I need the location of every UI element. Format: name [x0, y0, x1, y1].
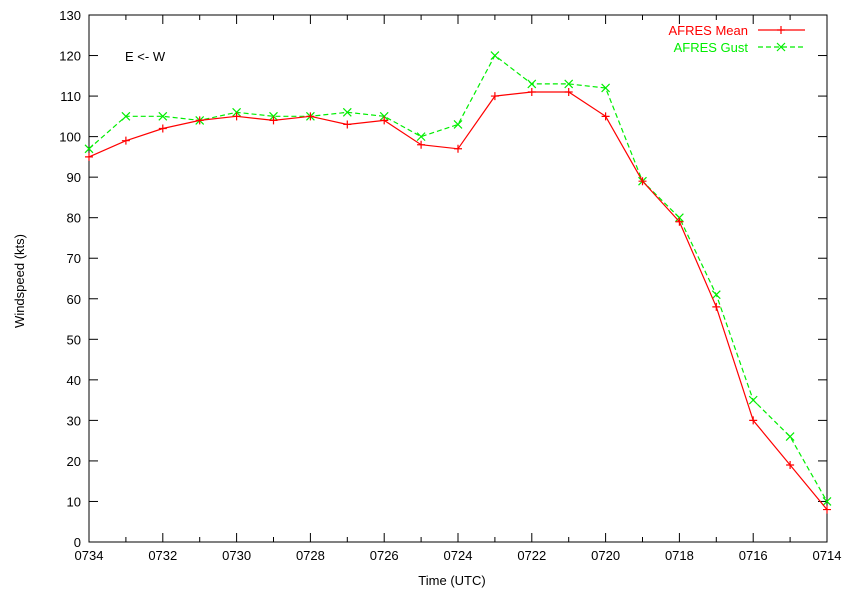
x-tick-label: 0730	[222, 548, 251, 563]
y-tick-label: 10	[67, 494, 81, 509]
x-tick-label: 0714	[813, 548, 842, 563]
legend-label: AFRES Gust	[674, 40, 749, 55]
data-point	[269, 116, 278, 125]
data-point	[786, 460, 795, 469]
data-point	[777, 26, 785, 34]
data-point	[342, 107, 352, 117]
data-point	[417, 140, 426, 149]
y-tick-label: 130	[59, 8, 81, 23]
y-tick-label: 110	[60, 89, 81, 104]
x-tick-label: 0720	[591, 548, 620, 563]
y-tick-label: 60	[67, 292, 81, 307]
data-point	[343, 120, 352, 129]
x-tick-label: 0728	[296, 548, 325, 563]
data-point	[490, 51, 500, 60]
data-point	[121, 136, 130, 145]
x-tick-label: 0732	[148, 548, 177, 563]
series-line	[88, 91, 828, 510]
axes	[88, 14, 828, 543]
legend-label: AFRES Mean	[669, 23, 748, 38]
data-point	[416, 132, 426, 142]
data-point	[453, 120, 463, 129]
x-tick-label: 0718	[665, 548, 694, 563]
x-axis-label: Time (UTC)	[418, 573, 485, 588]
data-point	[564, 79, 574, 89]
data-point	[785, 432, 795, 442]
data-point	[638, 177, 647, 186]
data-point	[776, 42, 786, 52]
y-tick-label: 40	[67, 373, 81, 388]
data-point	[490, 92, 499, 101]
data-point	[601, 83, 611, 93]
y-tick-label: 0	[74, 535, 81, 550]
y-tick-label: 80	[67, 211, 81, 226]
y-tick-label: 50	[67, 332, 81, 347]
data-point	[822, 497, 832, 506]
data-point	[674, 213, 684, 223]
data-point	[158, 124, 167, 133]
y-axis-label: Windspeed (kts)	[12, 234, 27, 328]
series-layer	[84, 51, 832, 514]
series-afres-gust	[84, 51, 832, 506]
series-afres-mean	[85, 88, 831, 514]
y-tick-label: 20	[67, 454, 81, 469]
legend: AFRES Mean AFRES Gust	[669, 23, 805, 55]
data-point	[823, 505, 831, 514]
data-point	[380, 116, 389, 125]
y-tick-label: 90	[67, 170, 81, 185]
data-point	[527, 88, 536, 97]
data-point	[379, 111, 389, 121]
data-point	[454, 144, 462, 153]
y-tick-label: 30	[67, 413, 81, 428]
data-point	[675, 217, 684, 226]
data-point	[232, 107, 242, 117]
data-point	[195, 116, 204, 125]
data-point	[527, 79, 537, 89]
data-point	[749, 416, 758, 425]
data-point	[711, 290, 721, 300]
data-point	[121, 111, 131, 121]
data-point	[306, 112, 315, 121]
x-tick-label: 0726	[370, 548, 399, 563]
direction-annotation: E <- W	[125, 49, 166, 64]
plot-frame	[88, 14, 828, 543]
data-point	[601, 112, 610, 121]
y-tick-label: 100	[59, 130, 81, 145]
data-point	[564, 88, 573, 97]
x-tick-label: 0724	[444, 548, 473, 563]
x-tick-label: 0716	[739, 548, 768, 563]
data-point	[269, 111, 278, 121]
data-point	[232, 112, 241, 121]
ticks: 0 10 20 30 40 50 60 70 80 90 100 110 120 130 0734 0732 0…	[59, 8, 841, 563]
data-point	[712, 302, 721, 311]
x-tick-label: 0722	[517, 548, 546, 563]
data-point	[748, 395, 758, 405]
data-point	[84, 144, 94, 154]
y-tick-label: 120	[59, 49, 81, 64]
y-tick-label: 70	[67, 251, 81, 266]
data-point	[85, 152, 93, 161]
x-tick-label: 0734	[75, 548, 104, 563]
data-point	[158, 111, 168, 121]
